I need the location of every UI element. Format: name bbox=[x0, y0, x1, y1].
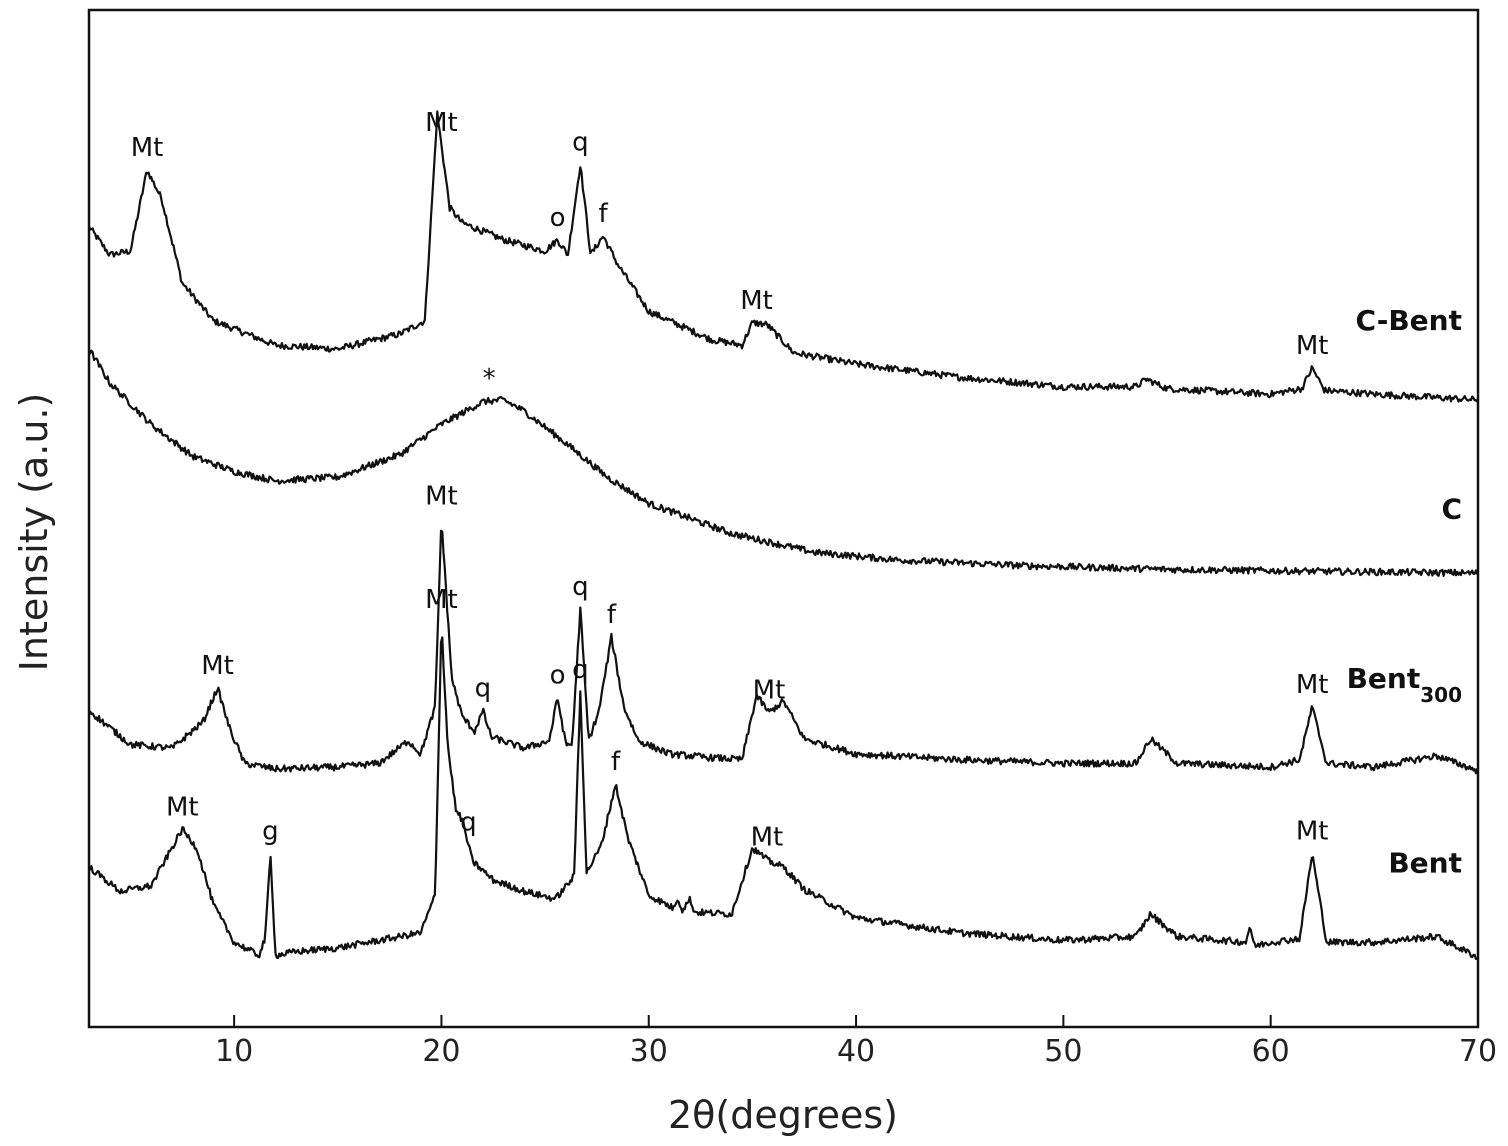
trace-0 bbox=[87, 110, 1479, 403]
peak-label-2-5: f bbox=[607, 600, 617, 630]
series-name-0: C-Bent bbox=[1356, 304, 1462, 337]
peak-label-3-5: f bbox=[611, 747, 621, 777]
peak-label-3-1: g bbox=[262, 817, 279, 847]
peak-label-1-0: * bbox=[483, 364, 496, 394]
peak-label-3-6: Mt bbox=[751, 823, 784, 853]
peak-label-3-4: q bbox=[572, 655, 589, 685]
series-name-1: C bbox=[1441, 493, 1462, 526]
series-name-2: Bent bbox=[1347, 662, 1421, 695]
x-axis-ticks: 10 20 30 40 50 60 70 bbox=[215, 1015, 1497, 1069]
traces bbox=[87, 110, 1479, 960]
peak-label-3-7: Mt bbox=[1296, 817, 1329, 847]
x-tick-label-70: 70 bbox=[1459, 1034, 1497, 1069]
peak-label-3-0: Mt bbox=[166, 792, 199, 822]
peak-label-0-0: Mt bbox=[131, 133, 164, 163]
series-label-0: C-Bent bbox=[1356, 304, 1462, 337]
peak-label-0-3: q bbox=[572, 127, 589, 157]
peak-label-2-4: q bbox=[572, 572, 589, 602]
peak-label-2-3: o bbox=[550, 660, 566, 690]
peak-label-0-2: o bbox=[550, 203, 566, 233]
x-tick-label-50: 50 bbox=[1044, 1034, 1082, 1069]
trace-3 bbox=[87, 636, 1478, 960]
series-label-3: Bent bbox=[1388, 847, 1462, 880]
x-tick-label-40: 40 bbox=[837, 1034, 875, 1069]
x-tick-label-30: 30 bbox=[630, 1034, 668, 1069]
y-axis-title: Intensity (a.u.) bbox=[12, 393, 56, 672]
peak-label-3-2: Mt bbox=[425, 585, 458, 615]
series-subscript-2: 300 bbox=[1420, 683, 1462, 707]
peak-label-3-3: q bbox=[460, 808, 477, 838]
series-label-2: Bent300 bbox=[1347, 662, 1462, 707]
peak-label-2-1: Mt bbox=[425, 482, 458, 512]
peak-label-0-4: f bbox=[599, 199, 609, 229]
trace-2 bbox=[88, 529, 1479, 775]
series-label-1: C bbox=[1441, 493, 1462, 526]
x-tick-label-20: 20 bbox=[422, 1034, 460, 1069]
peak-label-2-6: Mt bbox=[753, 675, 786, 705]
x-axis-title: 2θ(degrees) bbox=[668, 1093, 898, 1137]
peak-label-0-6: Mt bbox=[1296, 331, 1329, 361]
series-name-3: Bent bbox=[1388, 847, 1462, 880]
x-tick-label-10: 10 bbox=[215, 1034, 253, 1069]
peak-label-0-5: Mt bbox=[740, 286, 773, 316]
peak-label-2-0: Mt bbox=[201, 651, 234, 681]
peak-label-2-7: Mt bbox=[1296, 670, 1329, 700]
plot-frame bbox=[87, 8, 1480, 1029]
trace-1 bbox=[87, 349, 1479, 577]
peak-label-0-1: Mt bbox=[425, 108, 458, 138]
peak-label-2-2: q bbox=[475, 674, 492, 704]
x-tick-label-60: 60 bbox=[1252, 1034, 1290, 1069]
